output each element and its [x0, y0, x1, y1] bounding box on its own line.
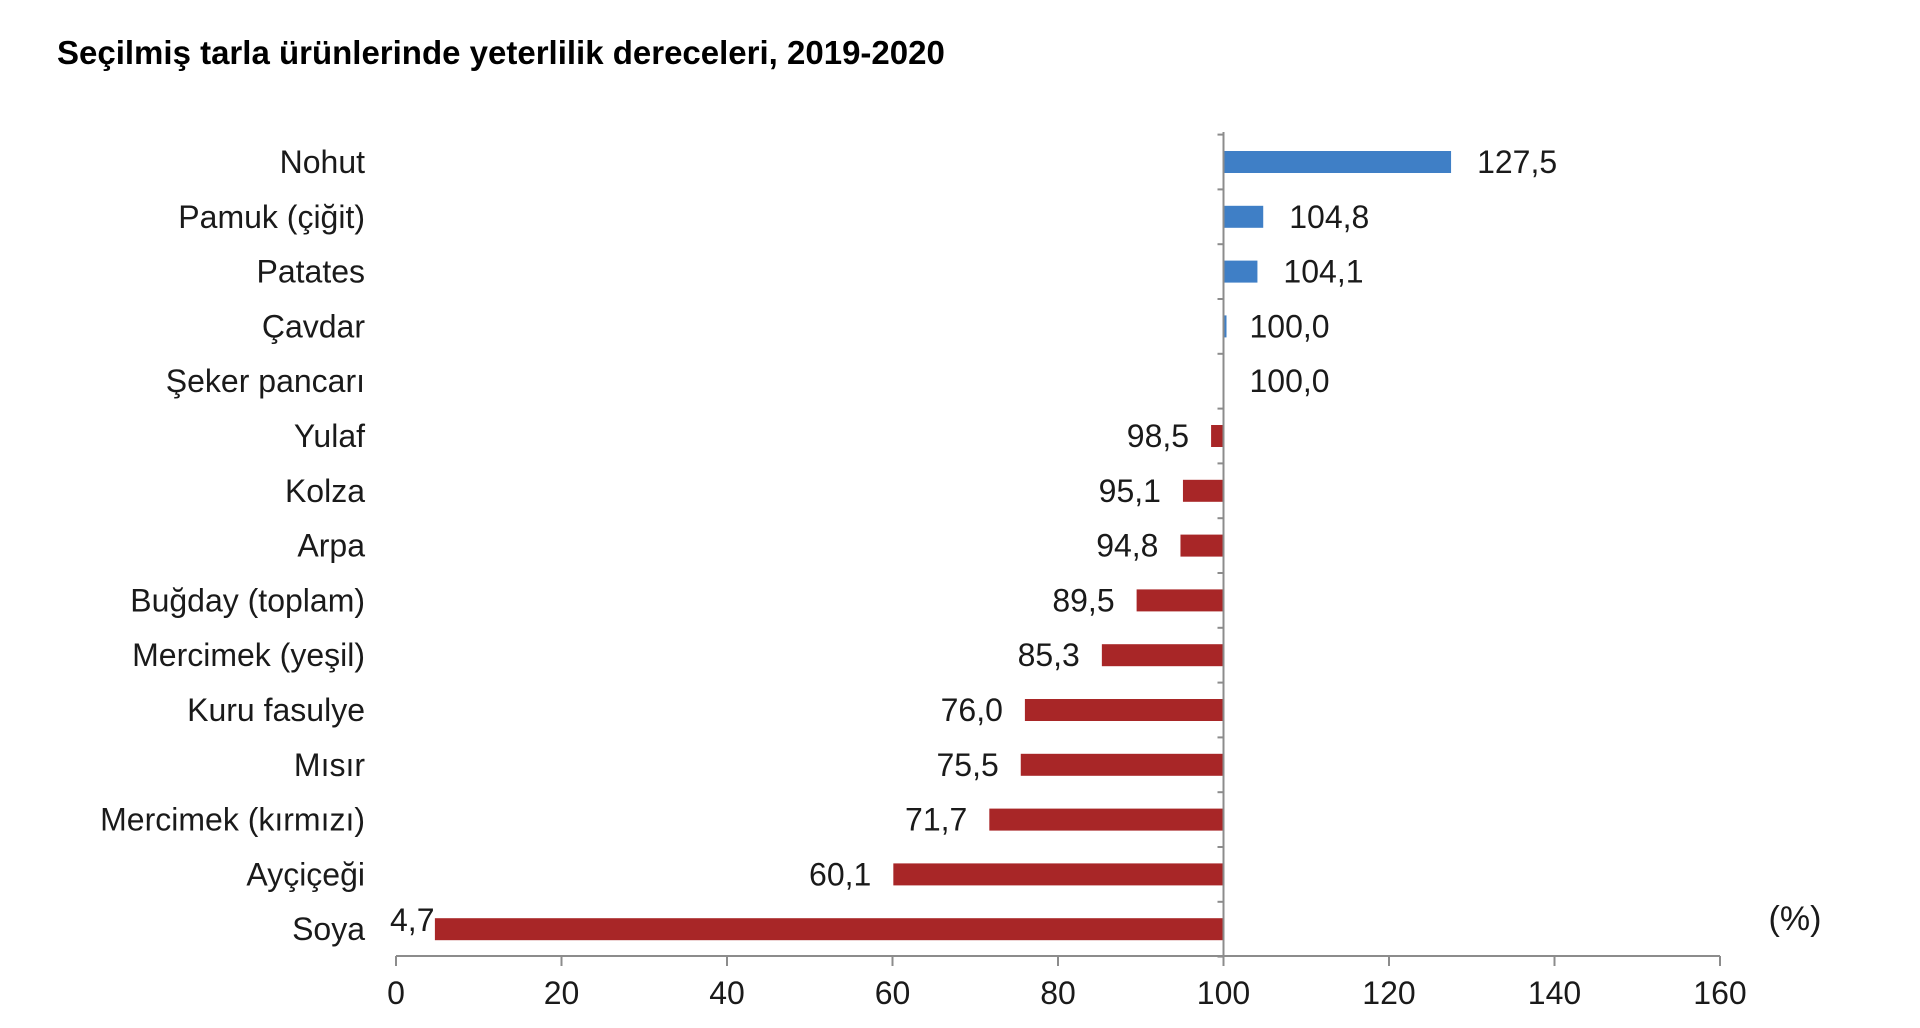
bar-10: [1024, 699, 1224, 721]
category-label: Nohut: [280, 144, 366, 180]
category-label: Buğday (toplam): [130, 582, 365, 618]
bar-2: [1223, 260, 1258, 283]
value-label: 89,5: [1052, 582, 1114, 618]
bar-8: [1136, 589, 1224, 612]
value-label: 76,0: [941, 692, 1003, 728]
category-label: Pamuk (çiğit): [178, 199, 365, 235]
x-tick-label: 80: [1040, 975, 1076, 1011]
x-tick-label: 20: [544, 975, 580, 1011]
value-label: 104,8: [1289, 199, 1369, 235]
value-label: 85,3: [1018, 637, 1080, 673]
axes-group: [395, 132, 1721, 966]
category-labels-group: Nohut Pamuk (çiğit) Patates Çavdar Şeker pan…: [100, 144, 365, 947]
category-label: Kolza: [285, 473, 365, 509]
x-tick-label: 100: [1197, 975, 1250, 1011]
bar-14: [434, 918, 1224, 941]
value-label: 75,5: [936, 747, 998, 783]
bar-3: [1223, 315, 1227, 338]
x-tick-label: 160: [1693, 975, 1746, 1011]
x-tick-label: 140: [1528, 975, 1581, 1011]
bar-0: [1223, 151, 1452, 173]
value-labels-group: 127,5 104,8 104,1 100,0 100,0 98,5 95,1 94,8 89,…: [390, 144, 1557, 938]
bar-5: [1211, 425, 1224, 447]
x-tick-label: 60: [875, 975, 911, 1011]
category-label: Mısır: [294, 747, 365, 783]
bar-7: [1180, 534, 1224, 557]
bar-1: [1223, 205, 1264, 228]
category-label: Soya: [292, 911, 365, 947]
x-tick-label: 40: [709, 975, 745, 1011]
category-label: Mercimek (yeşil): [132, 637, 365, 673]
bar-13: [893, 863, 1224, 886]
x-tick-label: 120: [1362, 975, 1415, 1011]
category-label: Mercimek (kırmızı): [100, 802, 365, 838]
category-label: Çavdar: [262, 308, 366, 344]
value-label: 4,7: [390, 902, 434, 938]
value-label: 98,5: [1127, 418, 1189, 454]
value-label: 95,1: [1099, 473, 1161, 509]
value-label: 71,7: [905, 802, 967, 838]
value-label: 104,1: [1283, 254, 1363, 290]
bars-group: [434, 151, 1452, 941]
bar-11: [1020, 753, 1224, 776]
unit-label: (%): [1769, 900, 1822, 938]
bar-9: [1101, 644, 1224, 667]
category-label: Patates: [256, 254, 365, 290]
category-label: Şeker pancarı: [166, 363, 365, 399]
category-label: Arpa: [297, 528, 365, 564]
x-tick-label: 0: [387, 975, 405, 1011]
chart-title: Seçilmiş tarla ürünlerinde yeterlilik de…: [57, 34, 945, 71]
bar-12: [989, 808, 1224, 831]
category-label: Yulaf: [294, 418, 365, 454]
value-label: 60,1: [809, 856, 871, 892]
value-label: 100,0: [1250, 363, 1330, 399]
bar-6: [1182, 479, 1224, 502]
category-label: Kuru fasulye: [187, 692, 365, 728]
value-label: 94,8: [1096, 528, 1158, 564]
tick-labels-group: 0 20 40 60 80 100 120 140 160: [387, 975, 1747, 1011]
value-label: 100,0: [1250, 308, 1330, 344]
value-label: 127,5: [1477, 144, 1557, 180]
category-label: Ayçiçeği: [246, 856, 365, 892]
